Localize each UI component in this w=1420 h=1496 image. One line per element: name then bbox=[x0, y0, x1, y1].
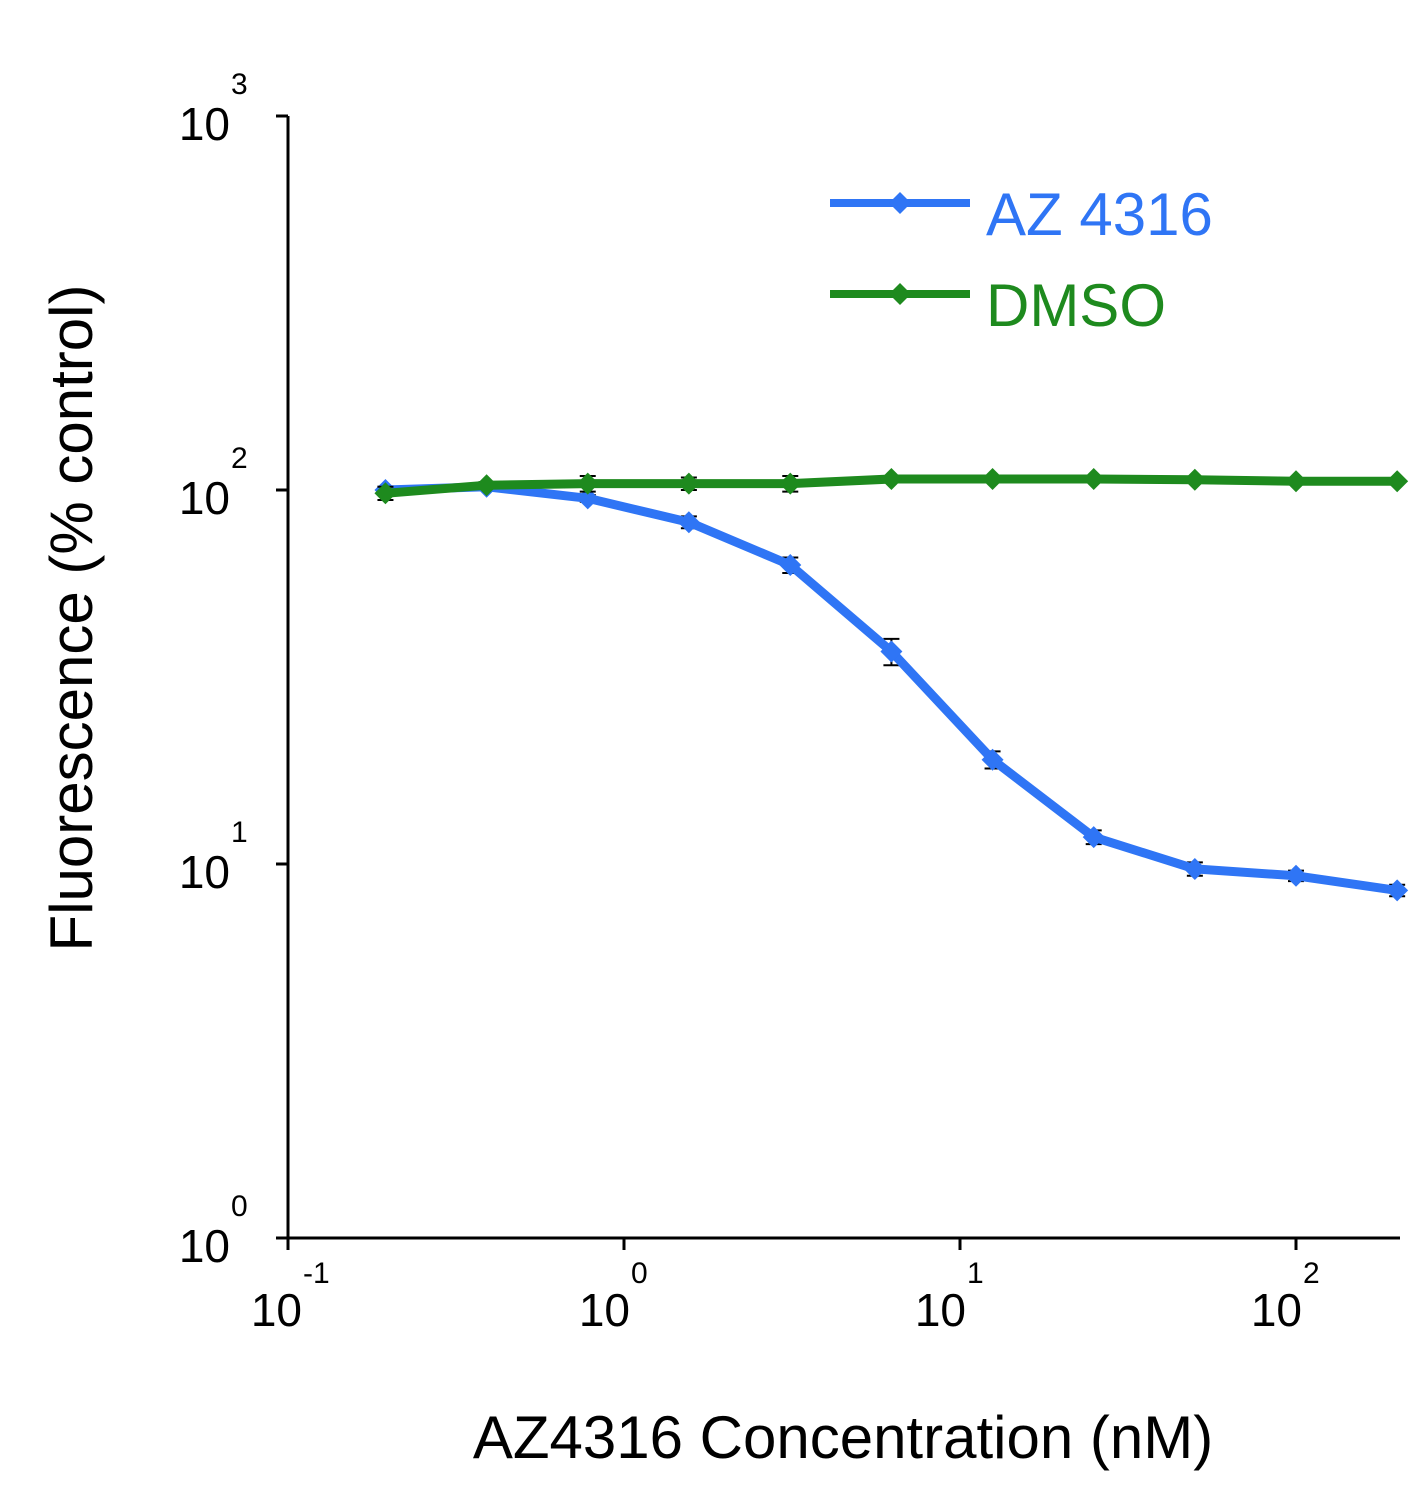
data-point bbox=[779, 472, 802, 495]
data-point bbox=[1183, 857, 1206, 880]
data-point bbox=[1183, 468, 1206, 491]
data-point bbox=[981, 468, 1004, 491]
x-tick-exponent: 1 bbox=[967, 1257, 984, 1290]
legend: AZ 4316 DMSO bbox=[830, 181, 1213, 339]
y-tick-label: 10 bbox=[179, 1220, 230, 1272]
y-tick-label: 10 bbox=[179, 98, 230, 150]
x-tick-label: 10 bbox=[251, 1284, 302, 1336]
legend-label: DMSO bbox=[986, 272, 1166, 339]
data-point bbox=[880, 640, 903, 663]
legend-marker bbox=[889, 192, 911, 214]
data-point bbox=[1285, 470, 1307, 493]
data-point bbox=[880, 468, 903, 491]
x-tick-exponent: 2 bbox=[1303, 1257, 1320, 1290]
y-axis-title: Fluorescence (% control) bbox=[38, 285, 105, 952]
x-tick-label: 10 bbox=[579, 1284, 630, 1336]
series-1 bbox=[374, 468, 1409, 505]
series-line bbox=[381, 482, 1402, 895]
data-point bbox=[677, 511, 700, 534]
data-point bbox=[1082, 468, 1105, 491]
data-point bbox=[374, 482, 397, 505]
data-point bbox=[981, 748, 1004, 771]
data-point bbox=[1386, 879, 1409, 902]
data-point bbox=[1082, 826, 1105, 849]
y-tick-label: 10 bbox=[179, 846, 230, 898]
series-layer bbox=[374, 468, 1409, 902]
x-axis-title: AZ4316 Concentration (nM) bbox=[473, 1404, 1213, 1471]
data-point bbox=[1285, 864, 1307, 887]
data-point bbox=[779, 554, 802, 577]
legend-label: AZ 4316 bbox=[986, 181, 1213, 248]
y-tick-exponent: 0 bbox=[231, 1190, 248, 1223]
series-0 bbox=[374, 475, 1409, 902]
y-tick-exponent: 1 bbox=[231, 816, 248, 849]
legend-marker bbox=[889, 283, 911, 305]
y-tick-label: 10 bbox=[179, 472, 230, 524]
data-point bbox=[677, 472, 700, 495]
x-tick-label: 10 bbox=[1251, 1284, 1302, 1336]
x-tick-exponent: 0 bbox=[631, 1257, 648, 1290]
y-tick-exponent: 2 bbox=[231, 442, 248, 475]
data-point bbox=[576, 472, 599, 495]
x-tick-label: 10 bbox=[915, 1284, 966, 1336]
x-tick-exponent: -1 bbox=[303, 1257, 330, 1290]
data-point bbox=[475, 474, 498, 497]
data-point bbox=[1386, 470, 1409, 493]
y-tick-exponent: 3 bbox=[231, 68, 248, 101]
data-point bbox=[576, 487, 599, 510]
